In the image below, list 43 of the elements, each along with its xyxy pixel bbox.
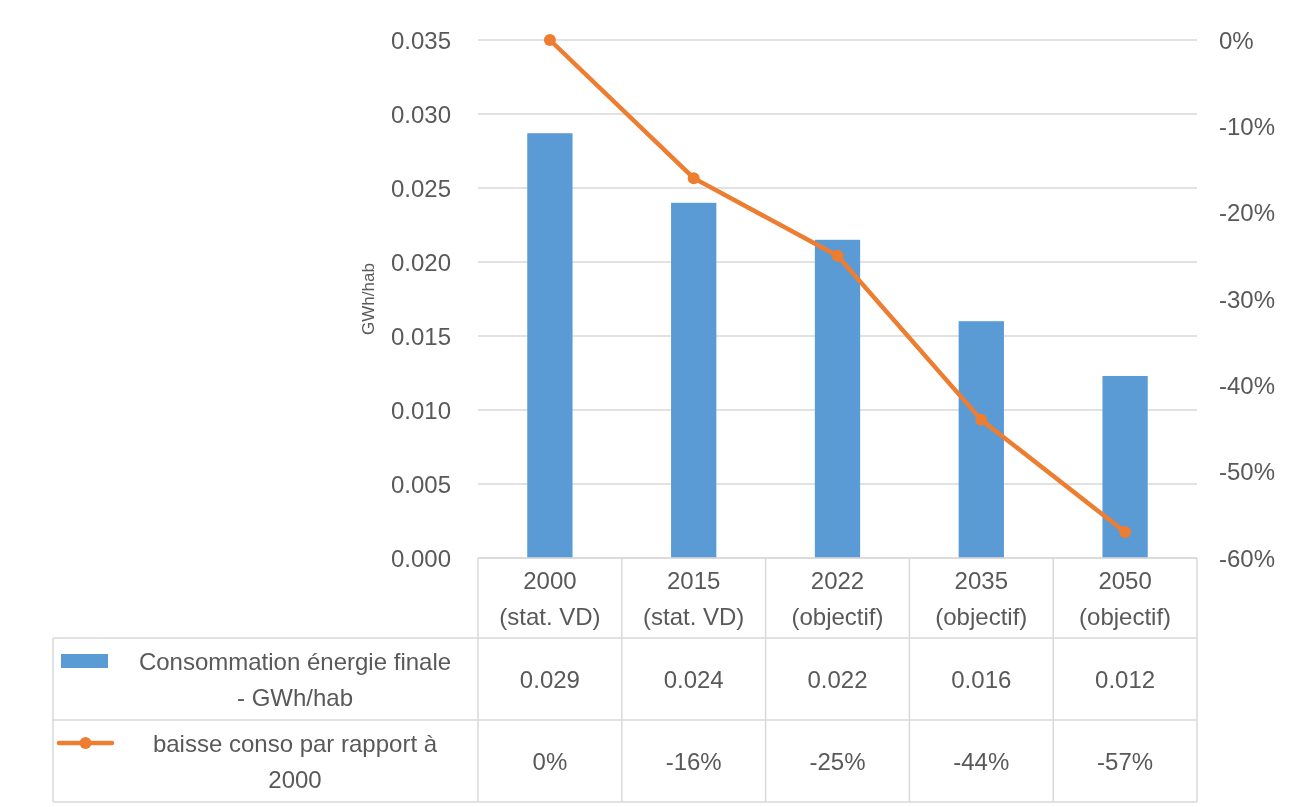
y-tick-label: 0.035 bbox=[390, 26, 451, 54]
x-tick-label: 2000 (stat. VD) bbox=[499, 566, 601, 630]
y2-tick-label: -30% bbox=[1219, 285, 1276, 313]
x-tick-label: 2035 (objectif) bbox=[935, 566, 1028, 630]
x-tick-label: 2022 (objectif) bbox=[791, 566, 884, 630]
point bbox=[1119, 526, 1132, 539]
data-label: 0% bbox=[532, 747, 568, 775]
y-axis-title: GWh/hab bbox=[358, 263, 378, 335]
y-tick-label: 0.005 bbox=[390, 470, 451, 498]
legend-label: Consommation énergie finale - GWh/hab bbox=[138, 647, 452, 711]
data-label: 0.024 bbox=[663, 665, 724, 693]
data-label: -25% bbox=[809, 747, 866, 775]
legend-label: baisse conso par rapport à 2000 bbox=[152, 729, 438, 793]
y2-tick-label: -10% bbox=[1219, 112, 1276, 140]
y-tick-label: 0.020 bbox=[390, 248, 451, 276]
bar bbox=[1102, 375, 1148, 558]
y-tick-label: 0.010 bbox=[390, 396, 451, 424]
y-tick-label: 0.025 bbox=[390, 174, 451, 202]
data-label: -57% bbox=[1097, 747, 1154, 775]
x-tick-label: 2050 (objectif) bbox=[1079, 566, 1172, 630]
x-tick-label: 2015 (stat. VD) bbox=[643, 566, 745, 630]
data-label: 0.029 bbox=[519, 665, 580, 693]
y2-tick-label: 0% bbox=[1219, 26, 1254, 54]
y2-tick-label: -20% bbox=[1219, 199, 1276, 227]
point bbox=[831, 249, 844, 262]
point bbox=[975, 413, 988, 426]
bar bbox=[814, 239, 861, 558]
y-tick-label: 0.030 bbox=[390, 100, 451, 128]
data-label: -44% bbox=[953, 747, 1010, 775]
bar bbox=[527, 133, 573, 558]
y-tick-label: 0.015 bbox=[390, 322, 451, 350]
data-label: -16% bbox=[665, 747, 722, 775]
point bbox=[687, 172, 700, 185]
y2-tick-label: -60% bbox=[1219, 544, 1276, 572]
bar bbox=[958, 321, 1004, 558]
y-tick-label: 0.000 bbox=[390, 544, 451, 572]
data-label: 0.012 bbox=[1095, 665, 1156, 693]
bar bbox=[671, 202, 717, 558]
data-label: 0.022 bbox=[807, 665, 868, 693]
y2-tick-label: -50% bbox=[1219, 458, 1276, 486]
data-label: 0.016 bbox=[951, 665, 1012, 693]
y2-tick-label: -40% bbox=[1219, 371, 1276, 399]
point bbox=[543, 34, 556, 46]
